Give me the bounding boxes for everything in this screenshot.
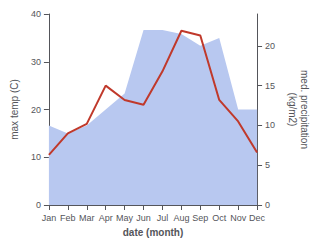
svg-text:med. precipitation: med. precipitation (299, 70, 310, 149)
svg-text:0: 0 (265, 200, 270, 210)
svg-text:30: 30 (31, 57, 41, 67)
svg-text:Aug: Aug (173, 213, 189, 223)
svg-text:Apr: Apr (99, 213, 113, 223)
svg-text:Feb: Feb (60, 213, 76, 223)
svg-text:10: 10 (265, 120, 275, 130)
svg-text:20: 20 (265, 41, 275, 51)
svg-text:15: 15 (265, 81, 275, 91)
svg-text:5: 5 (265, 160, 270, 170)
svg-text:Jun: Jun (136, 213, 151, 223)
svg-text:20: 20 (31, 105, 41, 115)
svg-text:Mar: Mar (79, 213, 95, 223)
svg-text:Oct: Oct (212, 213, 227, 223)
svg-text:40: 40 (31, 9, 41, 19)
svg-text:Jul: Jul (157, 213, 169, 223)
svg-text:Nov: Nov (230, 213, 247, 223)
svg-text:max temp (C): max temp (C) (9, 79, 20, 140)
svg-text:date (month): date (month) (123, 227, 184, 238)
svg-text:Jan: Jan (42, 213, 57, 223)
svg-text:0: 0 (36, 200, 41, 210)
svg-text:10: 10 (31, 152, 41, 162)
svg-text:Sep: Sep (192, 213, 208, 223)
svg-text:Dec: Dec (249, 213, 266, 223)
svg-text:(kg/m2): (kg/m2) (287, 93, 298, 127)
svg-text:May: May (116, 213, 134, 223)
